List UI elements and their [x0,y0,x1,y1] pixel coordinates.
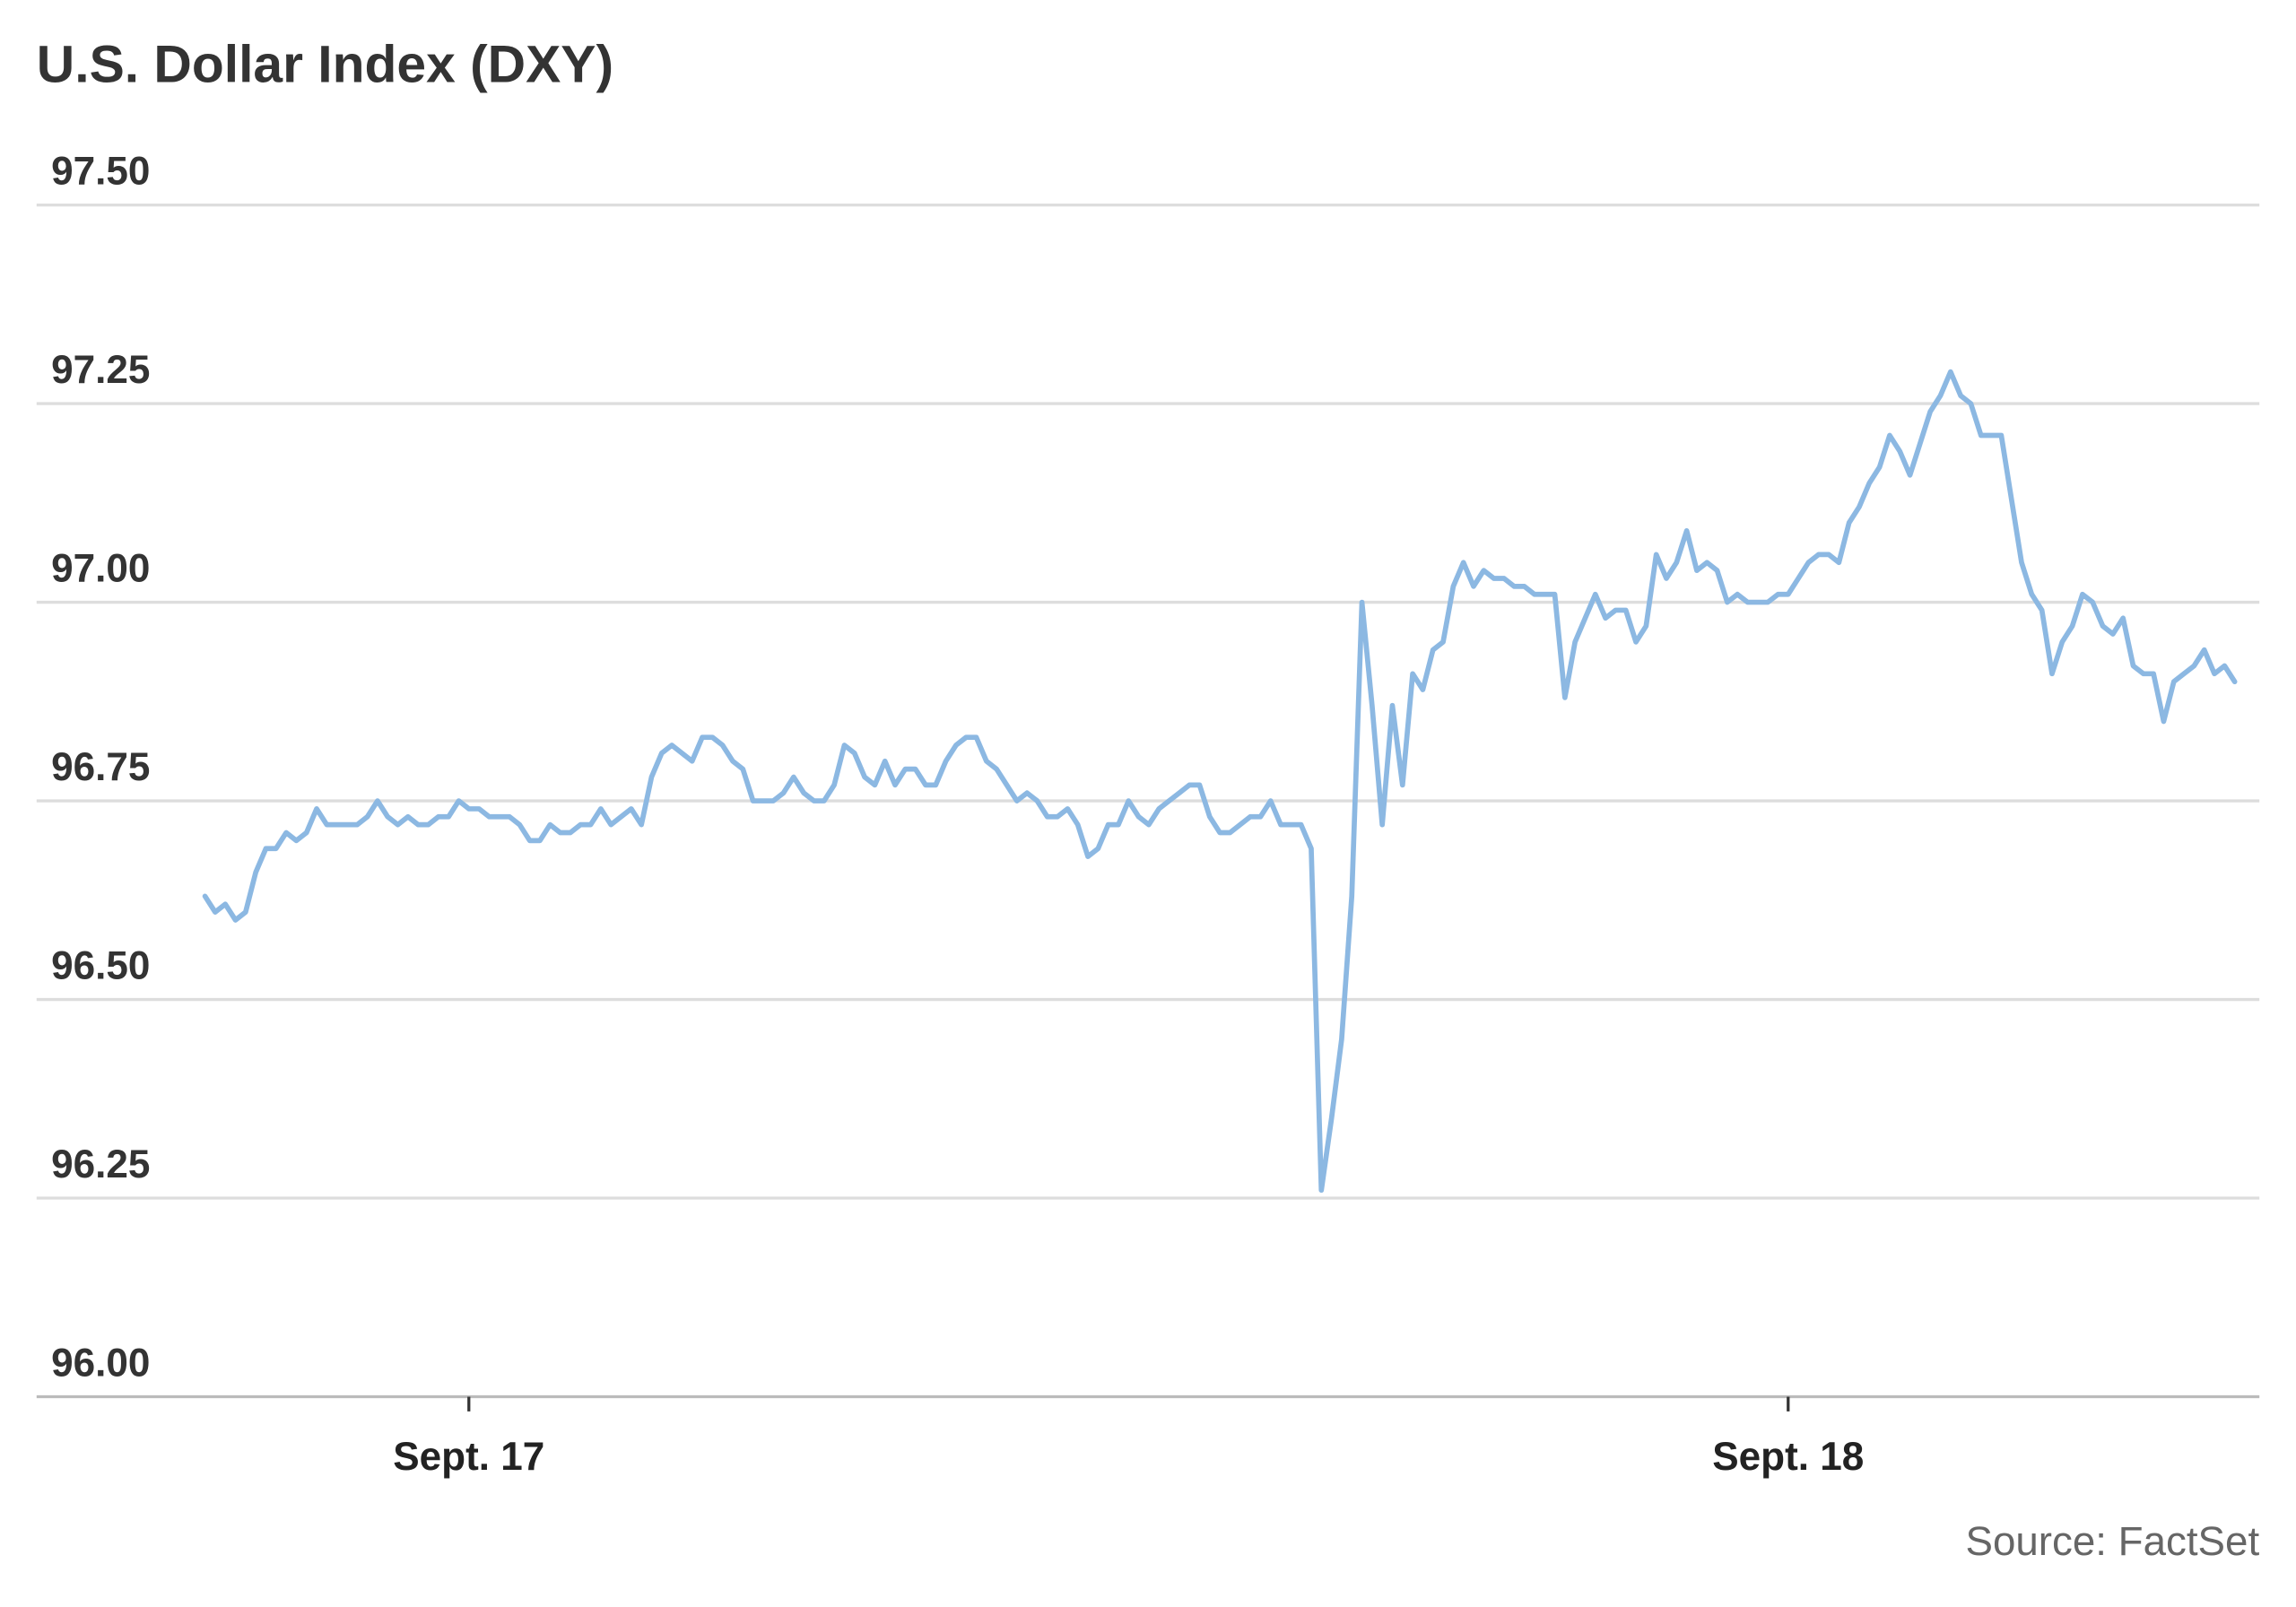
chart-title: U.S. Dollar Index (DXY) [37,35,613,93]
y-tick-label: 97.50 [51,150,150,194]
x-tick-label: Sept. 17 [393,1435,544,1479]
y-tick-label: 96.25 [51,1142,150,1186]
y-tick-label: 97.00 [51,547,150,591]
y-tick-label: 97.25 [51,348,150,392]
x-tick-label: Sept. 18 [1712,1435,1864,1479]
y-tick-label: 96.00 [51,1342,150,1385]
source-note: Source: FactSet [1965,1518,2259,1564]
data-line [202,369,2238,1194]
y-tick-label: 96.50 [51,944,150,988]
y-tick-label: 96.75 [51,745,150,789]
